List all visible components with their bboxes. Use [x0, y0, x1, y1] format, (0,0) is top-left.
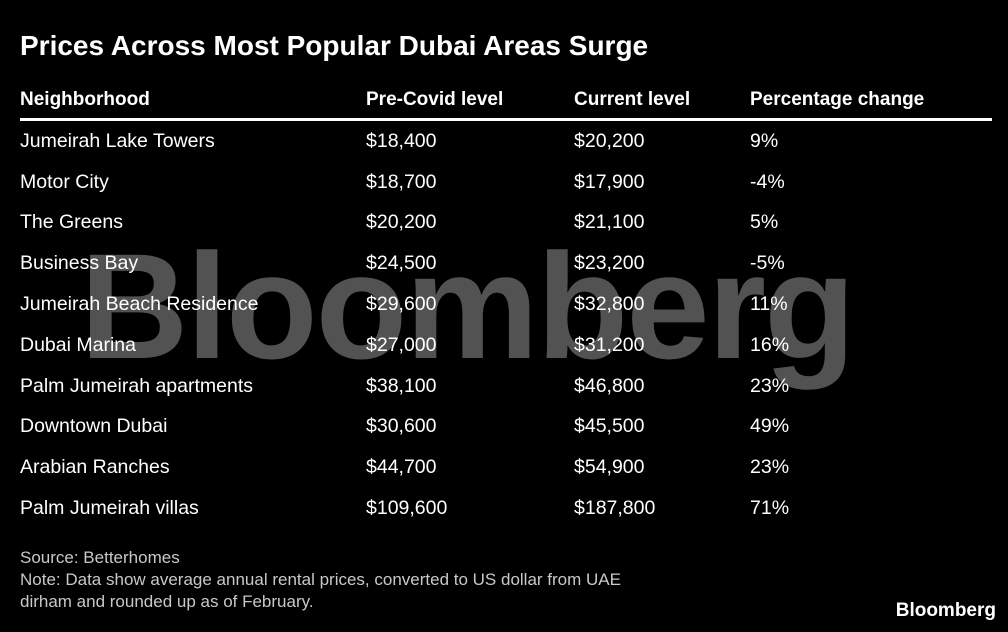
- cell-current-level: $20,200: [574, 129, 645, 152]
- cell-neighborhood: Motor City: [20, 170, 109, 193]
- cell-percentage-change: 16%: [750, 333, 790, 356]
- cell-neighborhood: Downtown Dubai: [20, 415, 168, 438]
- note-text-line2: dirham and rounded up as of February.: [20, 592, 314, 611]
- table-row: The Greens $20,200 $21,100 5%: [20, 203, 992, 244]
- cell-pre-covid-level: $18,700: [366, 170, 437, 193]
- header-current-level: Current level: [574, 89, 691, 110]
- table-row: Jumeirah Beach Residence $29,600 $32,800 11…: [20, 284, 992, 325]
- cell-pre-covid-level: $24,500: [366, 252, 437, 275]
- cell-pre-covid-level: $30,600: [366, 415, 437, 438]
- table-row: Palm Jumeirah villas $109,600 $187,800 71%: [20, 488, 992, 529]
- cell-percentage-change: 49%: [750, 415, 790, 438]
- header-neighborhood: Neighborhood: [20, 89, 150, 110]
- cell-pre-covid-level: $27,000: [366, 333, 437, 356]
- chart-footer: Source: Betterhomes Note: Data show aver…: [20, 547, 621, 613]
- cell-pre-covid-level: $29,600: [366, 293, 437, 316]
- data-table: Neighborhood Pre-Covid level Current lev…: [20, 82, 992, 529]
- cell-pre-covid-level: $44,700: [366, 456, 437, 479]
- table-row: Downtown Dubai $30,600 $45,500 49%: [20, 407, 992, 448]
- cell-pre-covid-level: $18,400: [366, 129, 437, 152]
- table-row: Jumeirah Lake Towers $18,400 $20,200 9%: [20, 121, 992, 162]
- cell-neighborhood: Palm Jumeirah villas: [20, 497, 199, 520]
- cell-current-level: $187,800: [574, 497, 656, 520]
- cell-current-level: $23,200: [574, 252, 645, 275]
- cell-percentage-change: 5%: [750, 211, 779, 234]
- table-body: Jumeirah Lake Towers $18,400 $20,200 9% Moto…: [20, 121, 992, 529]
- table-header: Neighborhood Pre-Covid level Current lev…: [20, 82, 992, 121]
- table-row: Dubai Marina $27,000 $31,200 16%: [20, 325, 992, 366]
- cell-percentage-change: 71%: [750, 497, 790, 520]
- cell-pre-covid-level: $109,600: [366, 497, 448, 520]
- header-pre-covid-level: Pre-Covid level: [366, 89, 504, 110]
- cell-current-level: $54,900: [574, 456, 645, 479]
- cell-percentage-change: -4%: [750, 170, 785, 193]
- cell-percentage-change: 23%: [750, 456, 790, 479]
- cell-percentage-change: -5%: [750, 252, 785, 275]
- table-row: Arabian Ranches $44,700 $54,900 23%: [20, 447, 992, 488]
- cell-neighborhood: Palm Jumeirah apartments: [20, 374, 254, 397]
- cell-pre-covid-level: $20,200: [366, 211, 437, 234]
- cell-neighborhood: Arabian Ranches: [20, 456, 170, 479]
- table-row: Palm Jumeirah apartments $38,100 $46,800 23…: [20, 366, 992, 407]
- cell-neighborhood: Jumeirah Beach Residence: [20, 293, 259, 316]
- cell-current-level: $32,800: [574, 293, 645, 316]
- cell-current-level: $45,500: [574, 415, 645, 438]
- header-percentage-change: Percentage change: [750, 89, 925, 110]
- source-text: Source: Betterhomes: [20, 548, 180, 567]
- cell-current-level: $17,900: [574, 170, 645, 193]
- cell-neighborhood: Business Bay: [20, 252, 139, 275]
- cell-percentage-change: 9%: [750, 129, 779, 152]
- brand-logo: Bloomberg: [895, 600, 996, 621]
- table-row: Motor City $18,700 $17,900 -4%: [20, 162, 992, 203]
- cell-percentage-change: 11%: [750, 293, 788, 316]
- cell-neighborhood: The Greens: [20, 211, 123, 234]
- cell-neighborhood: Jumeirah Lake Towers: [20, 129, 215, 152]
- cell-neighborhood: Dubai Marina: [20, 333, 136, 356]
- cell-current-level: $46,800: [574, 374, 645, 397]
- cell-percentage-change: 23%: [750, 374, 790, 397]
- note-text-line1: Note: Data show average annual rental pr…: [20, 570, 621, 589]
- cell-current-level: $21,100: [574, 211, 645, 234]
- cell-current-level: $31,200: [574, 333, 645, 356]
- chart-title: Prices Across Most Popular Dubai Areas S…: [20, 30, 649, 61]
- cell-pre-covid-level: $38,100: [366, 374, 437, 397]
- table-row: Business Bay $24,500 $23,200 -5%: [20, 243, 992, 284]
